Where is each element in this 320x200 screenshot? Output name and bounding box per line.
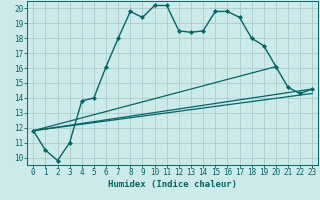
X-axis label: Humidex (Indice chaleur): Humidex (Indice chaleur) (108, 180, 237, 189)
